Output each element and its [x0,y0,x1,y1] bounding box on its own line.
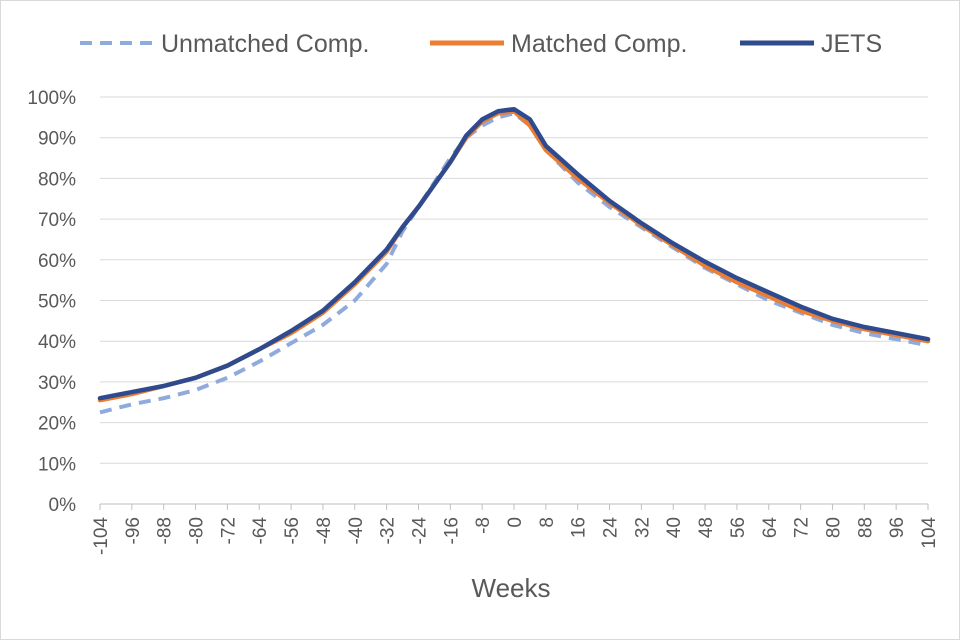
x-tick-label: 104 [919,517,940,549]
x-tick-label: 64 [760,517,781,539]
x-tick-label: 72 [792,517,813,538]
y-tick-label: 30% [38,373,76,394]
y-tick-label: 50% [38,292,76,313]
gridlines [100,96,928,464]
x-tick-label: -16 [441,517,462,544]
y-tick-label: 10% [38,454,76,475]
x-tick-label: -56 [282,517,303,544]
x-tick-label: -64 [250,517,271,545]
x-axis-title: Weeks [472,573,551,603]
legend-label: Unmatched Comp. [161,30,369,58]
y-tick-label: 20% [38,414,76,435]
x-tick-label: 56 [728,517,749,538]
x-tick-label: 48 [696,517,717,538]
series-lines [97,106,931,415]
x-tick-label: -88 [155,517,176,544]
x-tick-label: 24 [601,517,622,539]
x-tick-label: 88 [855,517,876,538]
y-tick-label: 100% [27,88,76,109]
x-tick-label: 16 [569,517,590,538]
legend-label: Matched Comp. [511,30,687,58]
x-tick-label: 32 [632,517,653,538]
x-tick-label: 40 [664,517,685,538]
x-tick-label: -40 [346,517,367,544]
x-tick-label: 80 [823,517,844,538]
x-tick-label: -72 [218,517,239,544]
x-tick-label: -80 [187,517,208,544]
y-tick-label: 60% [38,251,76,272]
y-tick-label: 90% [38,129,76,150]
series-line [97,106,931,401]
x-tick-label: -24 [409,517,430,545]
y-tick-label: 80% [38,169,76,190]
y-tick-label: 40% [38,332,76,353]
legend-label: JETS [821,30,882,58]
x-tick-label: 8 [537,517,558,528]
x-tick-label: -32 [378,517,399,544]
series-line [99,111,929,415]
x-tick-label: -96 [123,517,144,544]
x-tick-label: 96 [887,517,908,538]
x-tick-label: 0 [505,517,526,528]
legend: Unmatched Comp. Matched Comp. JETS [80,30,882,58]
x-tick-label: -8 [473,517,494,534]
x-tick-label: -104 [91,517,112,555]
y-tick-label: 70% [38,210,76,231]
y-tick-label: 0% [49,495,77,516]
x-tick-label: -48 [314,517,335,544]
axes: 0% 10% 20% 30% 40% 50% 60% 70% 80% 90% 100% -104 -96… [27,88,940,555]
